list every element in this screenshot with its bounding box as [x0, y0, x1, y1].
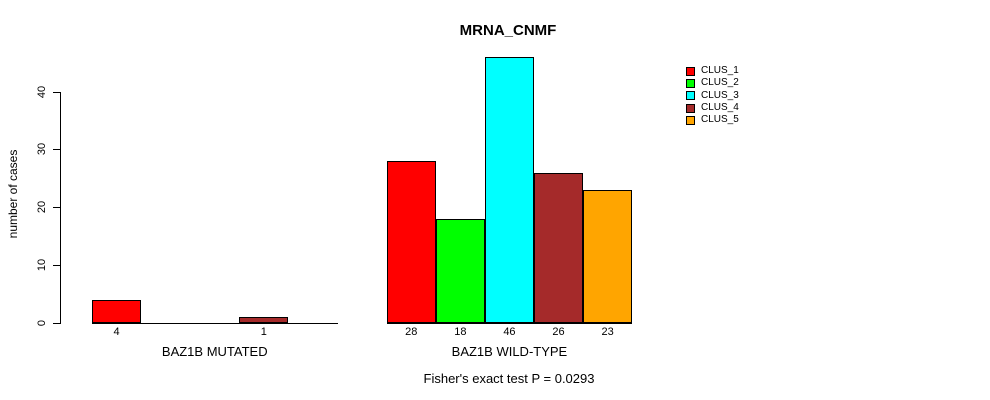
legend-label: CLUS_5 — [701, 114, 739, 126]
y-tick — [53, 323, 60, 324]
y-tick — [53, 265, 60, 267]
bar — [435, 218, 485, 323]
group-label: BAZ1B WILD-TYPE — [451, 344, 568, 359]
legend-label: CLUS_1 — [701, 65, 739, 77]
legend-swatch — [686, 91, 695, 101]
legend-label: CLUS_4 — [701, 102, 739, 114]
legend: CLUS_1 CLUS_2 CLUS_3 CLUS_4 CLUS_5 — [686, 65, 739, 126]
bar — [583, 189, 633, 323]
bar-value-label: 23 — [601, 326, 614, 338]
y-tick-label: 30 — [36, 143, 48, 156]
legend-item: CLUS_5 — [686, 114, 739, 126]
legend-swatch — [686, 115, 695, 125]
legend-item: CLUS_2 — [686, 77, 739, 89]
bar — [92, 299, 142, 323]
x-axis-baseline — [386, 323, 633, 324]
bar — [534, 172, 584, 323]
y-tick-label: 40 — [36, 85, 48, 98]
y-axis-title: number of cases — [6, 149, 20, 239]
bar — [239, 317, 289, 323]
bar-value-label: 46 — [503, 326, 516, 338]
legend-swatch — [686, 103, 695, 113]
bar-value-label: 26 — [552, 326, 565, 338]
legend-swatch — [686, 78, 695, 88]
bar-value-label: 28 — [405, 326, 418, 338]
legend-label: CLUS_2 — [701, 77, 739, 89]
y-tick-label: 20 — [36, 201, 48, 214]
legend-item: CLUS_1 — [686, 65, 739, 77]
bar-value-label: 4 — [113, 326, 120, 338]
legend-item: CLUS_4 — [686, 102, 739, 114]
y-tick — [53, 149, 60, 151]
y-tick — [53, 91, 60, 93]
legend-label: CLUS_3 — [701, 89, 739, 101]
legend-item: CLUS_3 — [686, 90, 739, 102]
bar — [484, 56, 534, 323]
x-axis-baseline — [92, 323, 338, 324]
fisher-annotation: Fisher's exact test P = 0.0293 — [423, 371, 595, 386]
legend-swatch — [686, 66, 695, 76]
y-tick-label: 10 — [36, 259, 48, 272]
y-axis-line — [60, 91, 61, 324]
bar-value-label: 18 — [454, 326, 467, 338]
chart-title: MRNA_CNMF — [459, 22, 557, 39]
bar-value-label: 1 — [260, 326, 267, 338]
y-tick-label: 0 — [36, 319, 48, 327]
bar — [386, 161, 436, 323]
y-tick — [53, 207, 60, 209]
group-label: BAZ1B MUTATED — [161, 344, 268, 359]
